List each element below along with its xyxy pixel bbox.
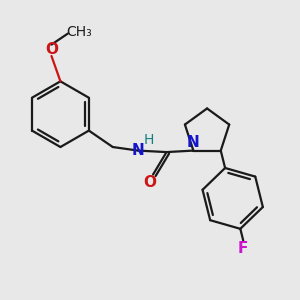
Text: O: O (144, 175, 157, 190)
Text: O: O (45, 42, 58, 57)
Text: N: N (132, 143, 145, 158)
Text: H: H (143, 133, 154, 147)
Text: F: F (238, 241, 248, 256)
Text: CH₃: CH₃ (66, 25, 92, 39)
Text: N: N (187, 135, 200, 150)
